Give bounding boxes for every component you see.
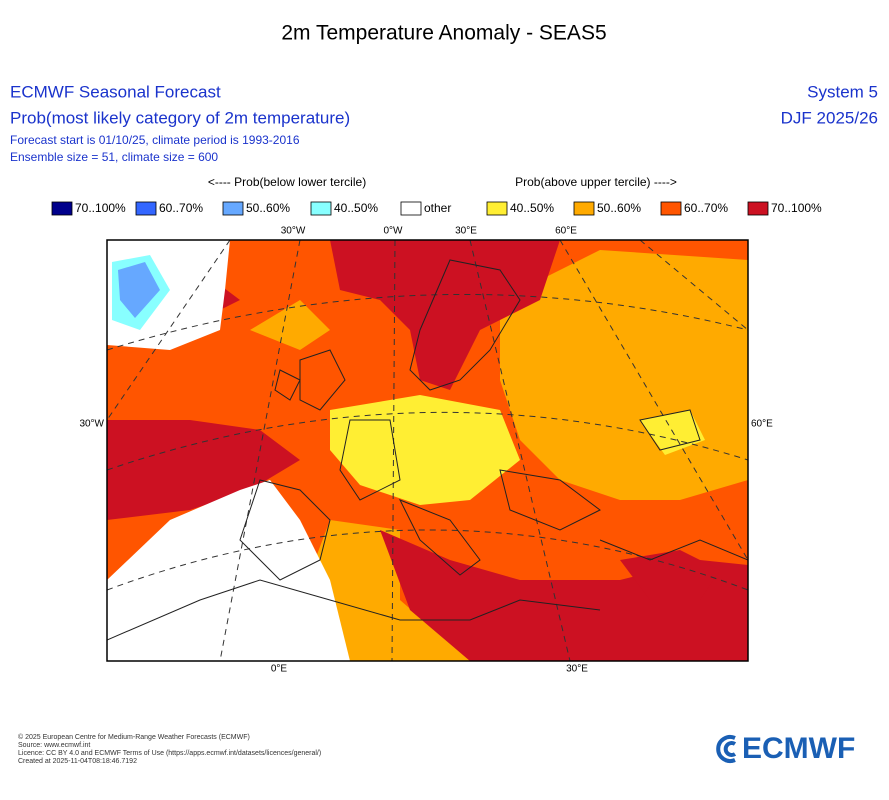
- lon-label: 30°W: [79, 419, 104, 430]
- legend-swatch: [51, 201, 73, 216]
- category-region: [640, 410, 705, 455]
- legend-swatch: [747, 201, 769, 216]
- title: 2m Temperature Anomaly - SEAS5: [281, 22, 606, 45]
- graticule: [107, 240, 748, 661]
- category-region: [118, 262, 160, 318]
- category-region: [250, 300, 330, 350]
- product: ECMWF Seasonal Forecast: [10, 82, 221, 101]
- footer-line: Created at 2025-11-04T08:18:46.7192: [18, 758, 137, 765]
- map: [107, 240, 748, 661]
- logo-text: ECMWF: [742, 732, 855, 765]
- system: System 5: [807, 82, 878, 101]
- lon-label: 0°W: [384, 226, 404, 237]
- legend-below-label: <---- Prob(below lower tercile): [208, 175, 366, 189]
- legend-label: other: [424, 201, 451, 215]
- category-region: [107, 420, 300, 520]
- legend-label: 60..70%: [159, 201, 203, 215]
- legend-swatch: [486, 201, 508, 216]
- legend-label: 70..100%: [771, 201, 822, 215]
- legend-swatch: [573, 201, 595, 216]
- ensemble-info: Ensemble size = 51, climate size = 600: [10, 150, 218, 164]
- category-region: [107, 480, 350, 661]
- legend: 70..100% 60..70% 50..60% 40..50% other 40..50…: [51, 201, 822, 216]
- lon-label: 60°E: [751, 419, 773, 430]
- category-region: [330, 395, 520, 505]
- coastlines: [107, 259, 748, 641]
- lon-label: 30°E: [566, 664, 588, 675]
- lon-label: 30°E: [455, 226, 477, 237]
- legend-swatch: [222, 201, 244, 216]
- legend-label: 40..50%: [510, 201, 554, 215]
- legend-above-label: Prob(above upper tercile) ---->: [515, 175, 677, 189]
- legend-label: 50..60%: [246, 201, 290, 215]
- map-frame: [106, 239, 749, 662]
- forecast-info: Forecast start is 01/10/25, climate peri…: [10, 133, 300, 147]
- legend-label: 50..60%: [597, 201, 641, 215]
- legend-label: 40..50%: [334, 201, 378, 215]
- legend-swatch: [135, 201, 157, 216]
- lon-label: 0°E: [271, 664, 288, 675]
- category-region: [330, 240, 560, 390]
- legend-label: 60..70%: [684, 201, 728, 215]
- legend-swatch: [400, 201, 422, 216]
- legend-label: 70..100%: [75, 201, 126, 215]
- footer-line: Source: www.ecmwf.int: [18, 742, 90, 749]
- legend-swatch: [660, 201, 682, 216]
- logo: ECMWF: [716, 732, 855, 765]
- category-region: [300, 520, 470, 661]
- subtitle: Prob(most likely category of 2m temperat…: [10, 108, 350, 127]
- footer-line: Licence: CC BY 4.0 and ECMWF Terms of Us…: [18, 750, 321, 757]
- category-region: [620, 550, 720, 600]
- footer-line: © 2025 European Centre for Medium-Range …: [18, 733, 250, 741]
- lon-label: 60°E: [555, 226, 577, 237]
- period: DJF 2025/26: [781, 108, 878, 127]
- lon-label: 30°W: [281, 226, 306, 237]
- legend-swatch: [310, 201, 332, 216]
- category-region: [380, 530, 748, 661]
